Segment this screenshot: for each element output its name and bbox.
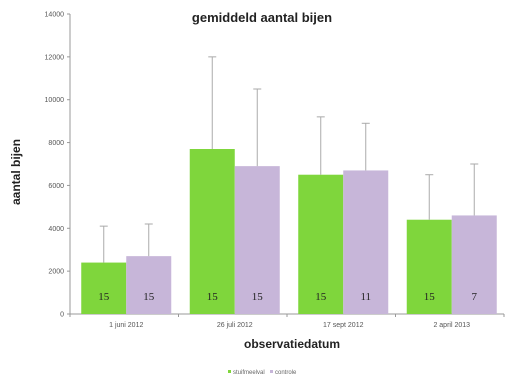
bars: 15 15 15 15 15 11 15 7: [81, 56, 497, 314]
x-category-label: 17 sept 2012: [323, 322, 364, 329]
bar-count-label: 15: [207, 291, 219, 303]
legend-swatch: [270, 370, 273, 373]
x-category-label: 2 april 2013: [433, 322, 470, 329]
bar-stuifmeelval: [298, 174, 344, 314]
y-tick-label: 2000: [48, 269, 64, 276]
bar-count-label: 15: [98, 291, 110, 303]
bar-controle: [126, 256, 172, 314]
legend-label: controle: [275, 370, 297, 376]
bar-controle: [343, 170, 389, 314]
bar-stuifmeelval: [189, 149, 235, 314]
y-tick-label: 8000: [48, 140, 64, 147]
bar-controle: [451, 215, 497, 314]
y-tick-label: 12000: [45, 54, 65, 61]
x-axis-categories: 1 juni 2012 26 juli 2012 17 sept 2012 2 apr…: [69, 314, 505, 329]
legend-label: stuifmeelval: [233, 370, 265, 376]
bar-count-label: 11: [360, 291, 371, 303]
x-axis-title: observatiedatum: [244, 337, 340, 351]
y-tick-label: 4000: [48, 226, 64, 233]
bar-count-label: 15: [252, 291, 264, 303]
y-tick-label: 0: [60, 312, 64, 319]
chart-title: gemiddeld aantal bijen: [192, 10, 332, 25]
legend: stuifmeelval controle: [228, 370, 297, 376]
bar-count-label: 7: [472, 291, 478, 303]
bar-stuifmeelval: [406, 219, 452, 314]
y-tick-label: 6000: [48, 183, 64, 190]
legend-swatch: [228, 370, 231, 373]
x-category-label: 26 juli 2012: [217, 322, 253, 329]
bar-stuifmeelval: [81, 262, 127, 314]
y-tick-label: 10000: [45, 97, 65, 104]
x-category-label: 1 juni 2012: [109, 322, 143, 329]
y-tick-label: 14000: [45, 12, 65, 19]
bar-count-label: 15: [315, 291, 327, 303]
bar-controle: [234, 166, 280, 314]
y-axis-ticks: 0 2000 4000 6000 8000 10000 12000 14000: [45, 12, 70, 319]
bar-count-label: 15: [143, 291, 155, 303]
y-axis-title: aantal bijen: [9, 139, 23, 205]
bar-count-label: 15: [424, 291, 436, 303]
